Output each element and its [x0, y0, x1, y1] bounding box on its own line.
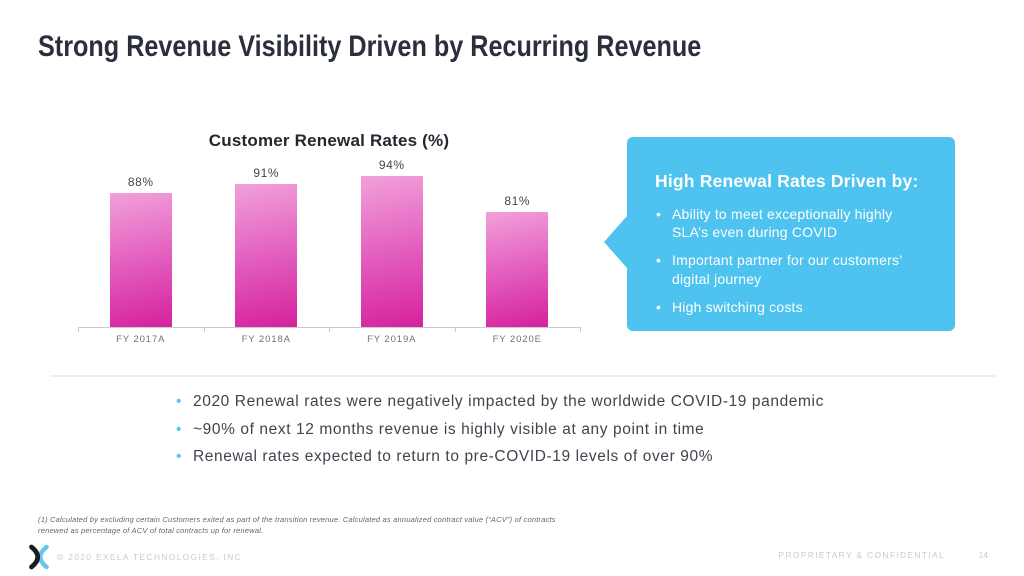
callout-bullet: High switching costs — [655, 298, 931, 316]
bar — [235, 184, 298, 327]
bar — [109, 193, 172, 327]
axis-tick — [580, 327, 581, 332]
chart-column: 91% — [204, 150, 330, 327]
chart-title: Customer Renewal Rates (%) — [208, 131, 450, 150]
footnote: (1) Calculated by excluding certain Cust… — [38, 515, 556, 536]
callout-bullet: Ability to meet exceptionally highly SLA… — [655, 205, 931, 241]
takeaway-item: 2020 Renewal rates were negatively impac… — [176, 393, 824, 412]
category-label: FY 2017A — [116, 334, 166, 345]
exela-logo-icon — [29, 544, 49, 570]
category-label: FY 2020E — [492, 334, 542, 345]
chart-column: 81% — [455, 150, 581, 327]
axis-tick — [78, 327, 79, 332]
bar-value-label: 88% — [127, 175, 154, 189]
divider — [50, 375, 995, 377]
chart-category-labels: FY 2017A FY 2018A FY 2019A FY 2020E — [78, 334, 580, 345]
chart-x-axis — [78, 327, 581, 332]
slide-title: Strong Revenue Visibility Driven by Recu… — [38, 30, 702, 63]
callout-box: High Renewal Rates Driven by: Ability to… — [604, 137, 955, 331]
callout-bullet-list: Ability to meet exceptionally highly SLA… — [655, 205, 931, 316]
callout-bullet: Important partner for our customers’ dig… — [655, 251, 931, 287]
footer-copyright: © 2020 EXELA TECHNOLOGIES, INC — [57, 552, 242, 562]
bar-value-label: 81% — [504, 194, 531, 208]
takeaway-item: Renewal rates expected to return to pre-… — [176, 448, 824, 467]
axis-tick — [203, 327, 205, 332]
callout-heading: High Renewal Rates Driven by: — [655, 171, 919, 191]
category-label: FY 2019A — [367, 334, 417, 345]
callout-arrow — [604, 216, 627, 268]
footer-confidentiality-label: PROPRIETARY & CONFIDENTIAL — [778, 550, 945, 560]
takeaway-item: ~90% of next 12 months revenue is highly… — [176, 421, 824, 440]
renewal-rates-bar-chart: 88% 91% 94% 81% — [78, 150, 580, 327]
chart-column: 88% — [78, 150, 204, 327]
bar — [360, 176, 423, 327]
chart-column: 94% — [329, 150, 455, 327]
footer-page-number: 14 — [978, 550, 988, 560]
category-label: FY 2018A — [241, 334, 291, 345]
bar-value-label: 91% — [253, 166, 280, 180]
axis-tick — [329, 327, 330, 332]
takeaway-bullet-list: 2020 Renewal rates were negatively impac… — [176, 393, 824, 476]
bar-value-label: 94% — [378, 158, 405, 172]
axis-tick — [454, 327, 456, 332]
bar — [486, 212, 549, 327]
